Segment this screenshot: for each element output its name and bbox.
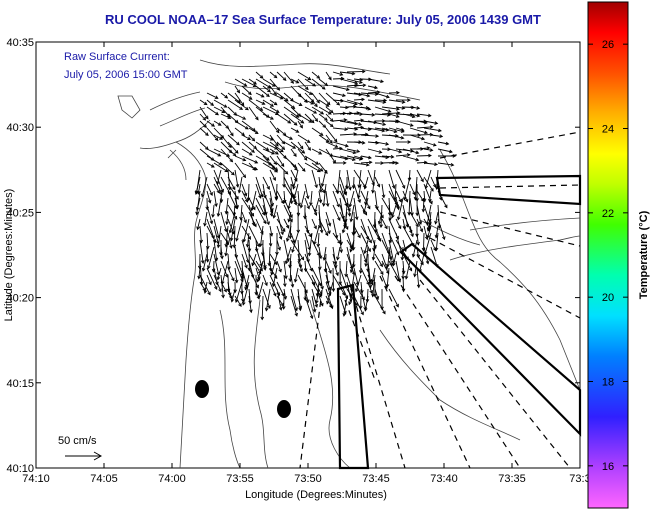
y-tick-label: 40:15 <box>6 378 34 390</box>
y-tick-label: 40:30 <box>6 122 34 134</box>
x-tick-label: 73:35 <box>498 473 526 485</box>
x-tick-label: 73:55 <box>226 473 254 485</box>
colorbar-label: Temperature (°C) <box>638 210 650 299</box>
x-axis-label: Longitude (Degrees:Minutes) <box>245 489 387 501</box>
colorbar <box>588 2 628 508</box>
x-tick-label: 74:00 <box>158 473 186 485</box>
station-marker <box>277 400 291 418</box>
y-tick-label: 40:10 <box>6 463 34 475</box>
x-tick-label: 73:40 <box>430 473 458 485</box>
chart-title: RU COOL NOAA–17 Sea Surface Temperature:… <box>105 12 541 27</box>
scale-label: 50 cm/s <box>58 435 97 447</box>
station-marker <box>195 380 209 398</box>
annotation-line-1: Raw Surface Current: <box>64 51 170 63</box>
colorbar-tick-label: 18 <box>602 377 614 389</box>
colorbar-tick-label: 26 <box>602 39 614 51</box>
x-tick-label: 73:45 <box>362 473 390 485</box>
colorbar-tick-label: 22 <box>602 208 614 220</box>
x-tick-label: 74:05 <box>90 473 118 485</box>
x-tick-label: 73:50 <box>294 473 322 485</box>
x-tick-label: 73:3 <box>569 473 590 485</box>
y-axis-label: Latitude (Degrees:Minutes) <box>3 189 15 322</box>
y-tick-label: 40:35 <box>6 37 34 49</box>
colorbar-tick-label: 16 <box>602 461 614 473</box>
annotation-line-2: July 05, 2006 15:00 GMT <box>64 69 188 81</box>
colorbar-tick-label: 20 <box>602 292 614 304</box>
colorbar-tick-label: 24 <box>602 124 614 136</box>
